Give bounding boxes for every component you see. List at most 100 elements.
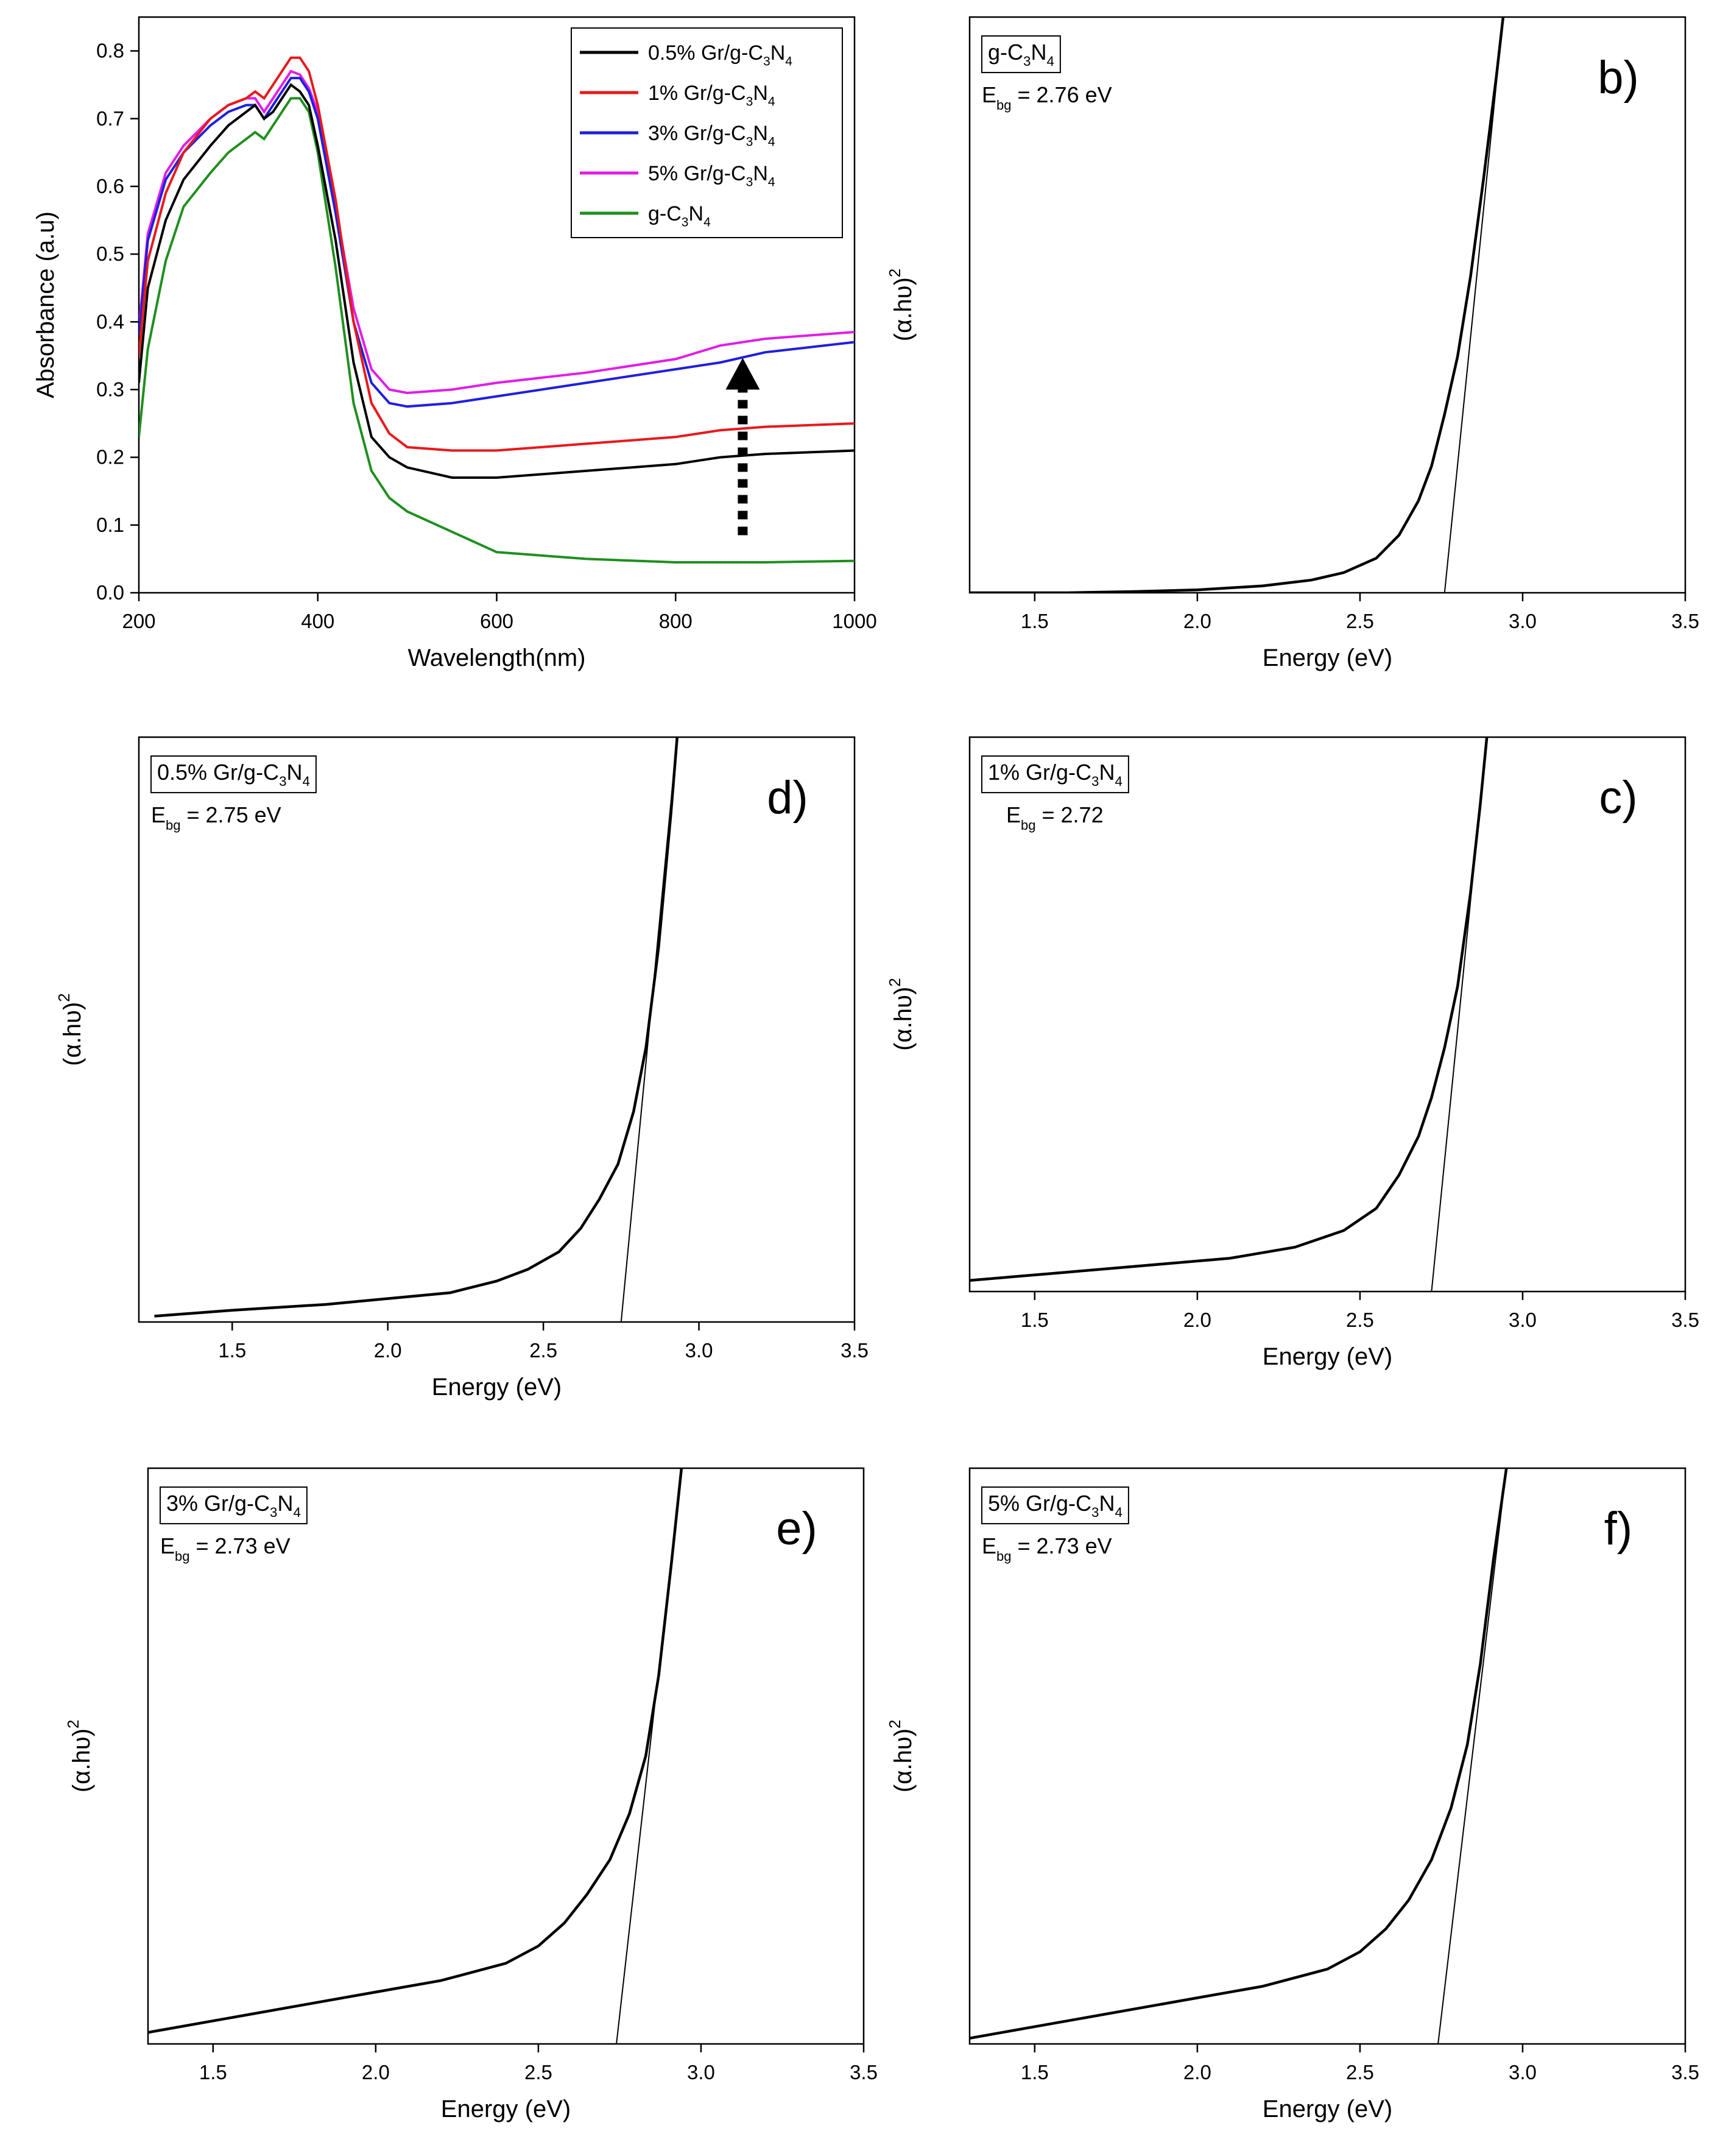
band-gap-label: Ebg = 2.75 eV	[151, 802, 281, 833]
series-line	[139, 83, 855, 479]
eg-value: = 2.73 eV	[190, 1533, 291, 1558]
eg-value: = 2.75 eV	[181, 802, 281, 827]
text-span: 3	[279, 774, 286, 789]
text-span: 3	[1023, 54, 1031, 69]
sample-label-box	[981, 1486, 1129, 1525]
x-tick-label: 2.5	[1346, 2061, 1374, 2084]
text-span: 3% Gr/g-C	[166, 1491, 270, 1516]
sample-label: 5% Gr/g-C3N4	[988, 1491, 1123, 1520]
text-span: N	[753, 162, 768, 185]
x-tick-label: 3.5	[1671, 1309, 1699, 1331]
text-span: 4	[768, 135, 775, 149]
y-axis-label-text: (α.hυ)	[890, 1728, 917, 1792]
legend-label: g-C3N4	[648, 202, 711, 230]
text-span: N	[689, 202, 704, 225]
y-axis-label: (α.hυ)2	[64, 1720, 95, 1792]
x-tick-label: 2.0	[1183, 610, 1211, 632]
x-tick-label: 1.5	[199, 2061, 227, 2084]
curve-group	[970, 1468, 1508, 2044]
y-axis-label: (α.hυ)2	[886, 1720, 917, 1792]
eg-subscript: bg	[996, 1549, 1011, 1564]
y-tick-label: 0.7	[96, 107, 124, 130]
y-tick-label: 0.5	[96, 242, 124, 265]
x-tick-label: 3.0	[685, 1339, 713, 1362]
text-span: 3	[746, 175, 753, 189]
x-axis-label: Energy (eV)	[1263, 1343, 1392, 1370]
text-span: 4	[703, 216, 711, 230]
y-axis-label-sup: 2	[886, 1720, 904, 1728]
text-span: 4	[768, 95, 775, 109]
text-span: 5% Gr/g-C	[648, 162, 746, 185]
plot-frame	[138, 736, 856, 1323]
text-span: g-C	[988, 40, 1023, 65]
sample-label-box	[981, 35, 1061, 74]
y-axis-label: Absorbance (a.u)	[32, 211, 59, 398]
text-span: 3	[270, 1505, 277, 1520]
panel-b: 1.5 2.0 2.5 3.0 3.5 Energy (eV) (α.hυ)2 b) g-C3N…	[886, 16, 1699, 671]
series-line	[139, 77, 855, 408]
plot-frame	[968, 16, 1687, 594]
x-tick-label: 2.0	[1183, 2061, 1211, 2084]
curve-group	[148, 1468, 683, 2044]
y-axis-label-text: (α.hυ)	[890, 987, 917, 1051]
text-span: 3	[1091, 774, 1099, 789]
y-axis-label-sup: 2	[886, 978, 904, 986]
curve-group	[970, 17, 1505, 593]
sample-label-box	[160, 1486, 308, 1525]
y-axis-label-sup: 2	[55, 993, 73, 1002]
x-tick-label: 3.0	[1509, 610, 1537, 632]
eg-subscript: bg	[1021, 818, 1035, 833]
sample-label: 0.5% Gr/g-C3N4	[157, 760, 310, 789]
x-tick-label: 2.0	[1183, 1309, 1211, 1331]
x-axis-label: Energy (eV)	[1263, 2096, 1392, 2122]
y-tick-label: 0.2	[96, 446, 124, 468]
tauc-curve	[970, 17, 1505, 593]
text-span: 3% Gr/g-C	[648, 122, 746, 145]
eg-symbol: E	[982, 82, 996, 107]
text-span: 1% Gr/g-C	[988, 760, 1091, 785]
text-span: 0.5% Gr/g-C	[157, 760, 279, 785]
x-axis-label: Wavelength(nm)	[408, 645, 586, 671]
x-tick-label: 3.0	[687, 2061, 715, 2084]
text-span: N	[1099, 760, 1115, 785]
text-span: 4	[302, 774, 309, 789]
x-tick-label: 800	[659, 610, 693, 632]
curve-group	[154, 737, 679, 1322]
panel-letter: b)	[1598, 52, 1639, 104]
y-axis-label: (α.hυ)2	[55, 993, 86, 1066]
y-tick-label: 0.1	[96, 514, 124, 536]
series-line	[139, 97, 855, 564]
x-tick-label: 400	[301, 610, 334, 632]
text-span: 3	[763, 55, 770, 69]
text-span: 4	[768, 175, 775, 189]
series-line	[139, 56, 855, 452]
legend-label: 0.5% Gr/g-C3N4	[648, 41, 792, 69]
eg-subscript: bg	[175, 1549, 189, 1564]
eg-symbol: E	[1006, 802, 1021, 827]
y-axis-label-text: (α.hυ)	[890, 277, 917, 341]
text-span: 3	[1091, 1505, 1099, 1520]
y-tick-label: 0.0	[96, 581, 124, 604]
y-tick-label: 0.4	[96, 310, 124, 333]
panel-f: 1.5 2.0 2.5 3.0 3.5 Energy (eV) (α.hυ)2 f) 5% Gr…	[886, 1467, 1699, 2122]
sample-label-box	[150, 755, 317, 794]
x-tick-label: 2.5	[524, 2061, 552, 2084]
text-span: 3	[682, 216, 689, 230]
y-tick-label: 0.6	[96, 175, 124, 197]
x-tick-label: 3.0	[1509, 2061, 1537, 2084]
x-tick-label: 2.0	[374, 1339, 402, 1362]
eg-value: = 2.76 eV	[1012, 82, 1112, 107]
panel-letter: d)	[767, 772, 808, 824]
sample-label-box	[981, 755, 1129, 794]
x-tick-label: 200	[122, 610, 155, 632]
panel-c: 1.5 2.0 2.5 3.0 3.5 Energy (eV) (α.hυ)2 c) 1% Gr…	[886, 736, 1699, 1370]
text-span: N	[277, 1491, 293, 1516]
text-span: 4	[293, 1505, 300, 1520]
panel-letter: c)	[1599, 772, 1637, 824]
x-tick-label: 1.5	[1021, 610, 1049, 632]
y-tick-label: 0.8	[96, 40, 124, 62]
x-axis-label: Energy (eV)	[441, 2096, 571, 2122]
x-tick-label: 3.5	[1671, 2061, 1699, 2084]
y-axis-label: (α.hυ)2	[886, 269, 917, 341]
text-span: 4	[1046, 54, 1054, 69]
